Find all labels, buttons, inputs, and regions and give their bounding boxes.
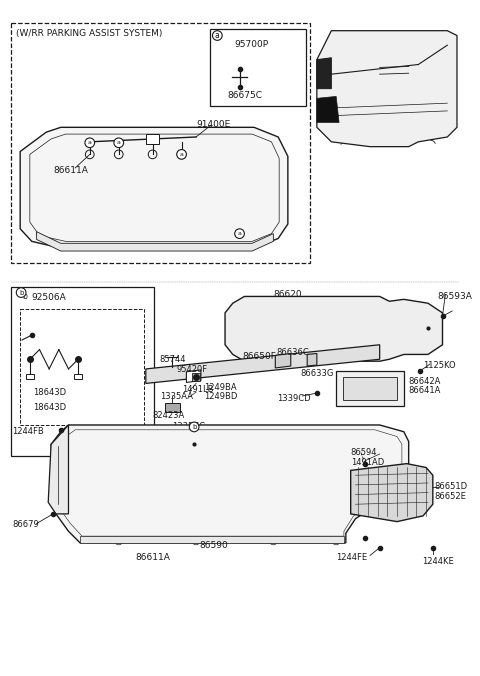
Circle shape <box>114 138 123 147</box>
Text: 92506A: 92506A <box>32 293 67 301</box>
Circle shape <box>235 228 244 239</box>
Polygon shape <box>276 354 291 368</box>
Text: a: a <box>238 231 241 236</box>
Text: 1491AD: 1491AD <box>351 458 384 467</box>
Polygon shape <box>317 97 339 122</box>
Text: (W/RR PARKING ASSIST SYSTEM): (W/RR PARKING ASSIST SYSTEM) <box>16 29 163 38</box>
Text: 85744: 85744 <box>159 356 186 364</box>
Text: 1244FE: 1244FE <box>336 552 367 562</box>
Text: 86636C: 86636C <box>276 347 309 357</box>
Text: 1249BA: 1249BA <box>204 383 237 393</box>
Bar <box>210 29 306 106</box>
Text: 82423A: 82423A <box>153 412 185 420</box>
Text: a: a <box>215 31 220 40</box>
Polygon shape <box>146 345 380 383</box>
Polygon shape <box>36 232 274 251</box>
Circle shape <box>16 288 26 297</box>
Text: 1335CC: 1335CC <box>172 422 205 431</box>
Polygon shape <box>317 30 457 147</box>
Polygon shape <box>186 370 201 383</box>
Polygon shape <box>317 57 331 89</box>
Text: 86679: 86679 <box>12 520 39 529</box>
Polygon shape <box>51 425 408 543</box>
Text: 86675C: 86675C <box>227 91 262 99</box>
Text: 86633G: 86633G <box>300 369 334 378</box>
Text: 86642A: 86642A <box>408 377 441 385</box>
Text: 86620: 86620 <box>274 290 302 299</box>
Circle shape <box>177 149 186 160</box>
Text: b: b <box>192 424 196 430</box>
Text: b: b <box>22 291 27 301</box>
Bar <box>146 134 159 144</box>
Text: 1335AA: 1335AA <box>160 392 193 401</box>
Text: 1125KO: 1125KO <box>423 361 456 370</box>
Polygon shape <box>165 403 180 412</box>
Circle shape <box>85 138 95 147</box>
Bar <box>11 23 310 262</box>
Text: 86650F: 86650F <box>242 352 276 360</box>
Text: 18643D: 18643D <box>33 403 66 412</box>
Polygon shape <box>343 377 397 400</box>
Text: a: a <box>180 152 183 157</box>
Circle shape <box>213 30 222 41</box>
Text: 86652E: 86652E <box>435 491 467 501</box>
Text: a: a <box>88 141 92 145</box>
Bar <box>26 374 34 379</box>
Text: a: a <box>117 141 120 145</box>
Text: 86611A: 86611A <box>135 552 170 562</box>
Polygon shape <box>336 371 404 406</box>
Text: 86594: 86594 <box>351 448 377 457</box>
Text: 1339CD: 1339CD <box>277 394 311 403</box>
Text: 91400E: 91400E <box>196 120 230 128</box>
Text: 18643D: 18643D <box>33 388 66 397</box>
Text: 86641A: 86641A <box>408 386 441 395</box>
Text: 1244FB: 1244FB <box>12 427 44 436</box>
Text: 95700P: 95700P <box>235 41 269 49</box>
Text: 86593A: 86593A <box>438 291 472 301</box>
Text: 1491LB: 1491LB <box>182 385 214 394</box>
Bar <box>20 309 144 425</box>
Text: 86611A: 86611A <box>53 166 88 175</box>
Text: b: b <box>19 289 24 295</box>
Polygon shape <box>20 127 288 248</box>
Polygon shape <box>80 536 344 543</box>
Text: 95420F: 95420F <box>177 365 208 374</box>
Text: 1249BD: 1249BD <box>204 392 237 401</box>
Bar <box>11 287 154 456</box>
Polygon shape <box>225 297 443 361</box>
Text: 86590: 86590 <box>199 541 228 550</box>
Polygon shape <box>192 372 200 381</box>
Polygon shape <box>48 425 69 514</box>
Polygon shape <box>351 464 433 522</box>
Circle shape <box>189 422 199 432</box>
Bar <box>74 374 82 379</box>
Text: 1244KE: 1244KE <box>422 558 454 566</box>
Polygon shape <box>307 354 317 366</box>
Text: 86651D: 86651D <box>435 482 468 491</box>
